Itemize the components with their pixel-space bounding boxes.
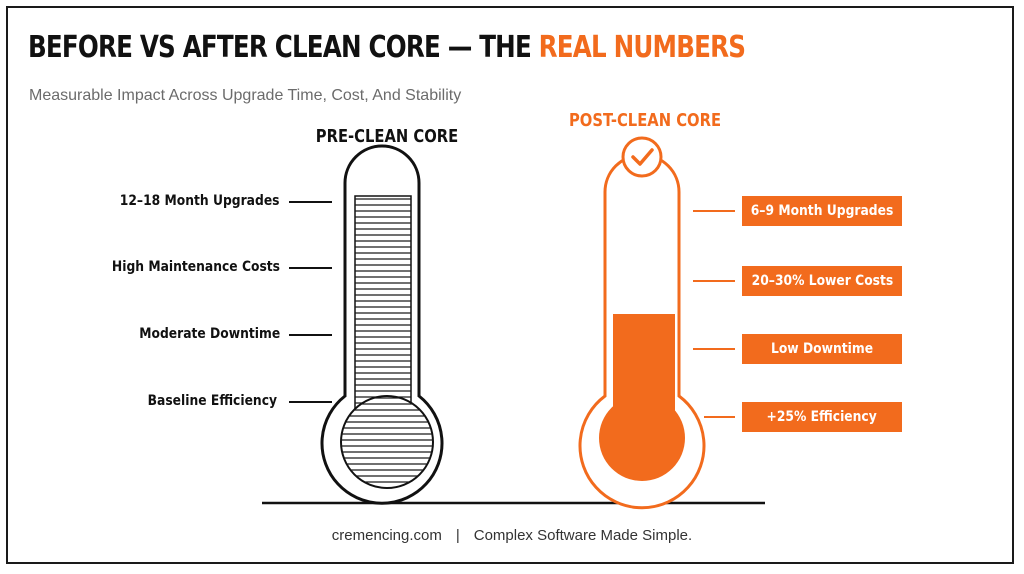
footer-site: cremencing.com bbox=[331, 527, 442, 544]
post-label-upgrades: 6–9 Month Upgrades bbox=[750, 203, 894, 219]
post-heading: POST-CLEAN CORE bbox=[568, 110, 722, 131]
pre-thermometer bbox=[320, 144, 444, 505]
post-badge-upgrades: 6–9 Month Upgrades bbox=[742, 196, 902, 226]
post-label-efficiency: +25% Efficiency bbox=[766, 409, 878, 425]
post-fill-level bbox=[613, 314, 675, 434]
pre-label-efficiency: Baseline Efficiency bbox=[147, 393, 277, 409]
post-label-downtime: Low Downtime bbox=[770, 341, 874, 357]
slide-frame bbox=[6, 6, 1014, 564]
post-badge-downtime: Low Downtime bbox=[742, 334, 902, 364]
footer-separator: | bbox=[455, 527, 460, 544]
post-badge-efficiency: +25% Efficiency bbox=[742, 402, 902, 432]
post-badge-costs: 20–30% Lower Costs bbox=[742, 266, 902, 296]
pre-label-costs: High Maintenance Costs bbox=[111, 259, 280, 275]
footer-tagline: Complex Software Made Simple. bbox=[473, 527, 693, 544]
post-thermometer bbox=[578, 153, 706, 510]
pre-connectors bbox=[289, 201, 332, 403]
check-circle-icon bbox=[621, 136, 663, 178]
post-label-costs: 20–30% Lower Costs bbox=[751, 273, 893, 289]
footer: cremencing.com | Complex Software Made Sim… bbox=[0, 527, 1024, 544]
slide-subtitle: Measurable Impact Across Upgrade Time, C… bbox=[29, 87, 462, 104]
slide-title: BEFORE VS AFTER CLEAN CORE — THE REAL NU… bbox=[28, 26, 746, 70]
pre-heading: PRE-CLEAN CORE bbox=[315, 126, 459, 147]
title-main: BEFORE VS AFTER CLEAN CORE — THE bbox=[28, 30, 539, 65]
pre-label-downtime: Moderate Downtime bbox=[139, 326, 280, 342]
title-accent: REAL NUMBERS bbox=[538, 30, 746, 65]
pre-label-upgrades: 12–18 Month Upgrades bbox=[120, 193, 280, 209]
post-connectors bbox=[693, 210, 735, 418]
